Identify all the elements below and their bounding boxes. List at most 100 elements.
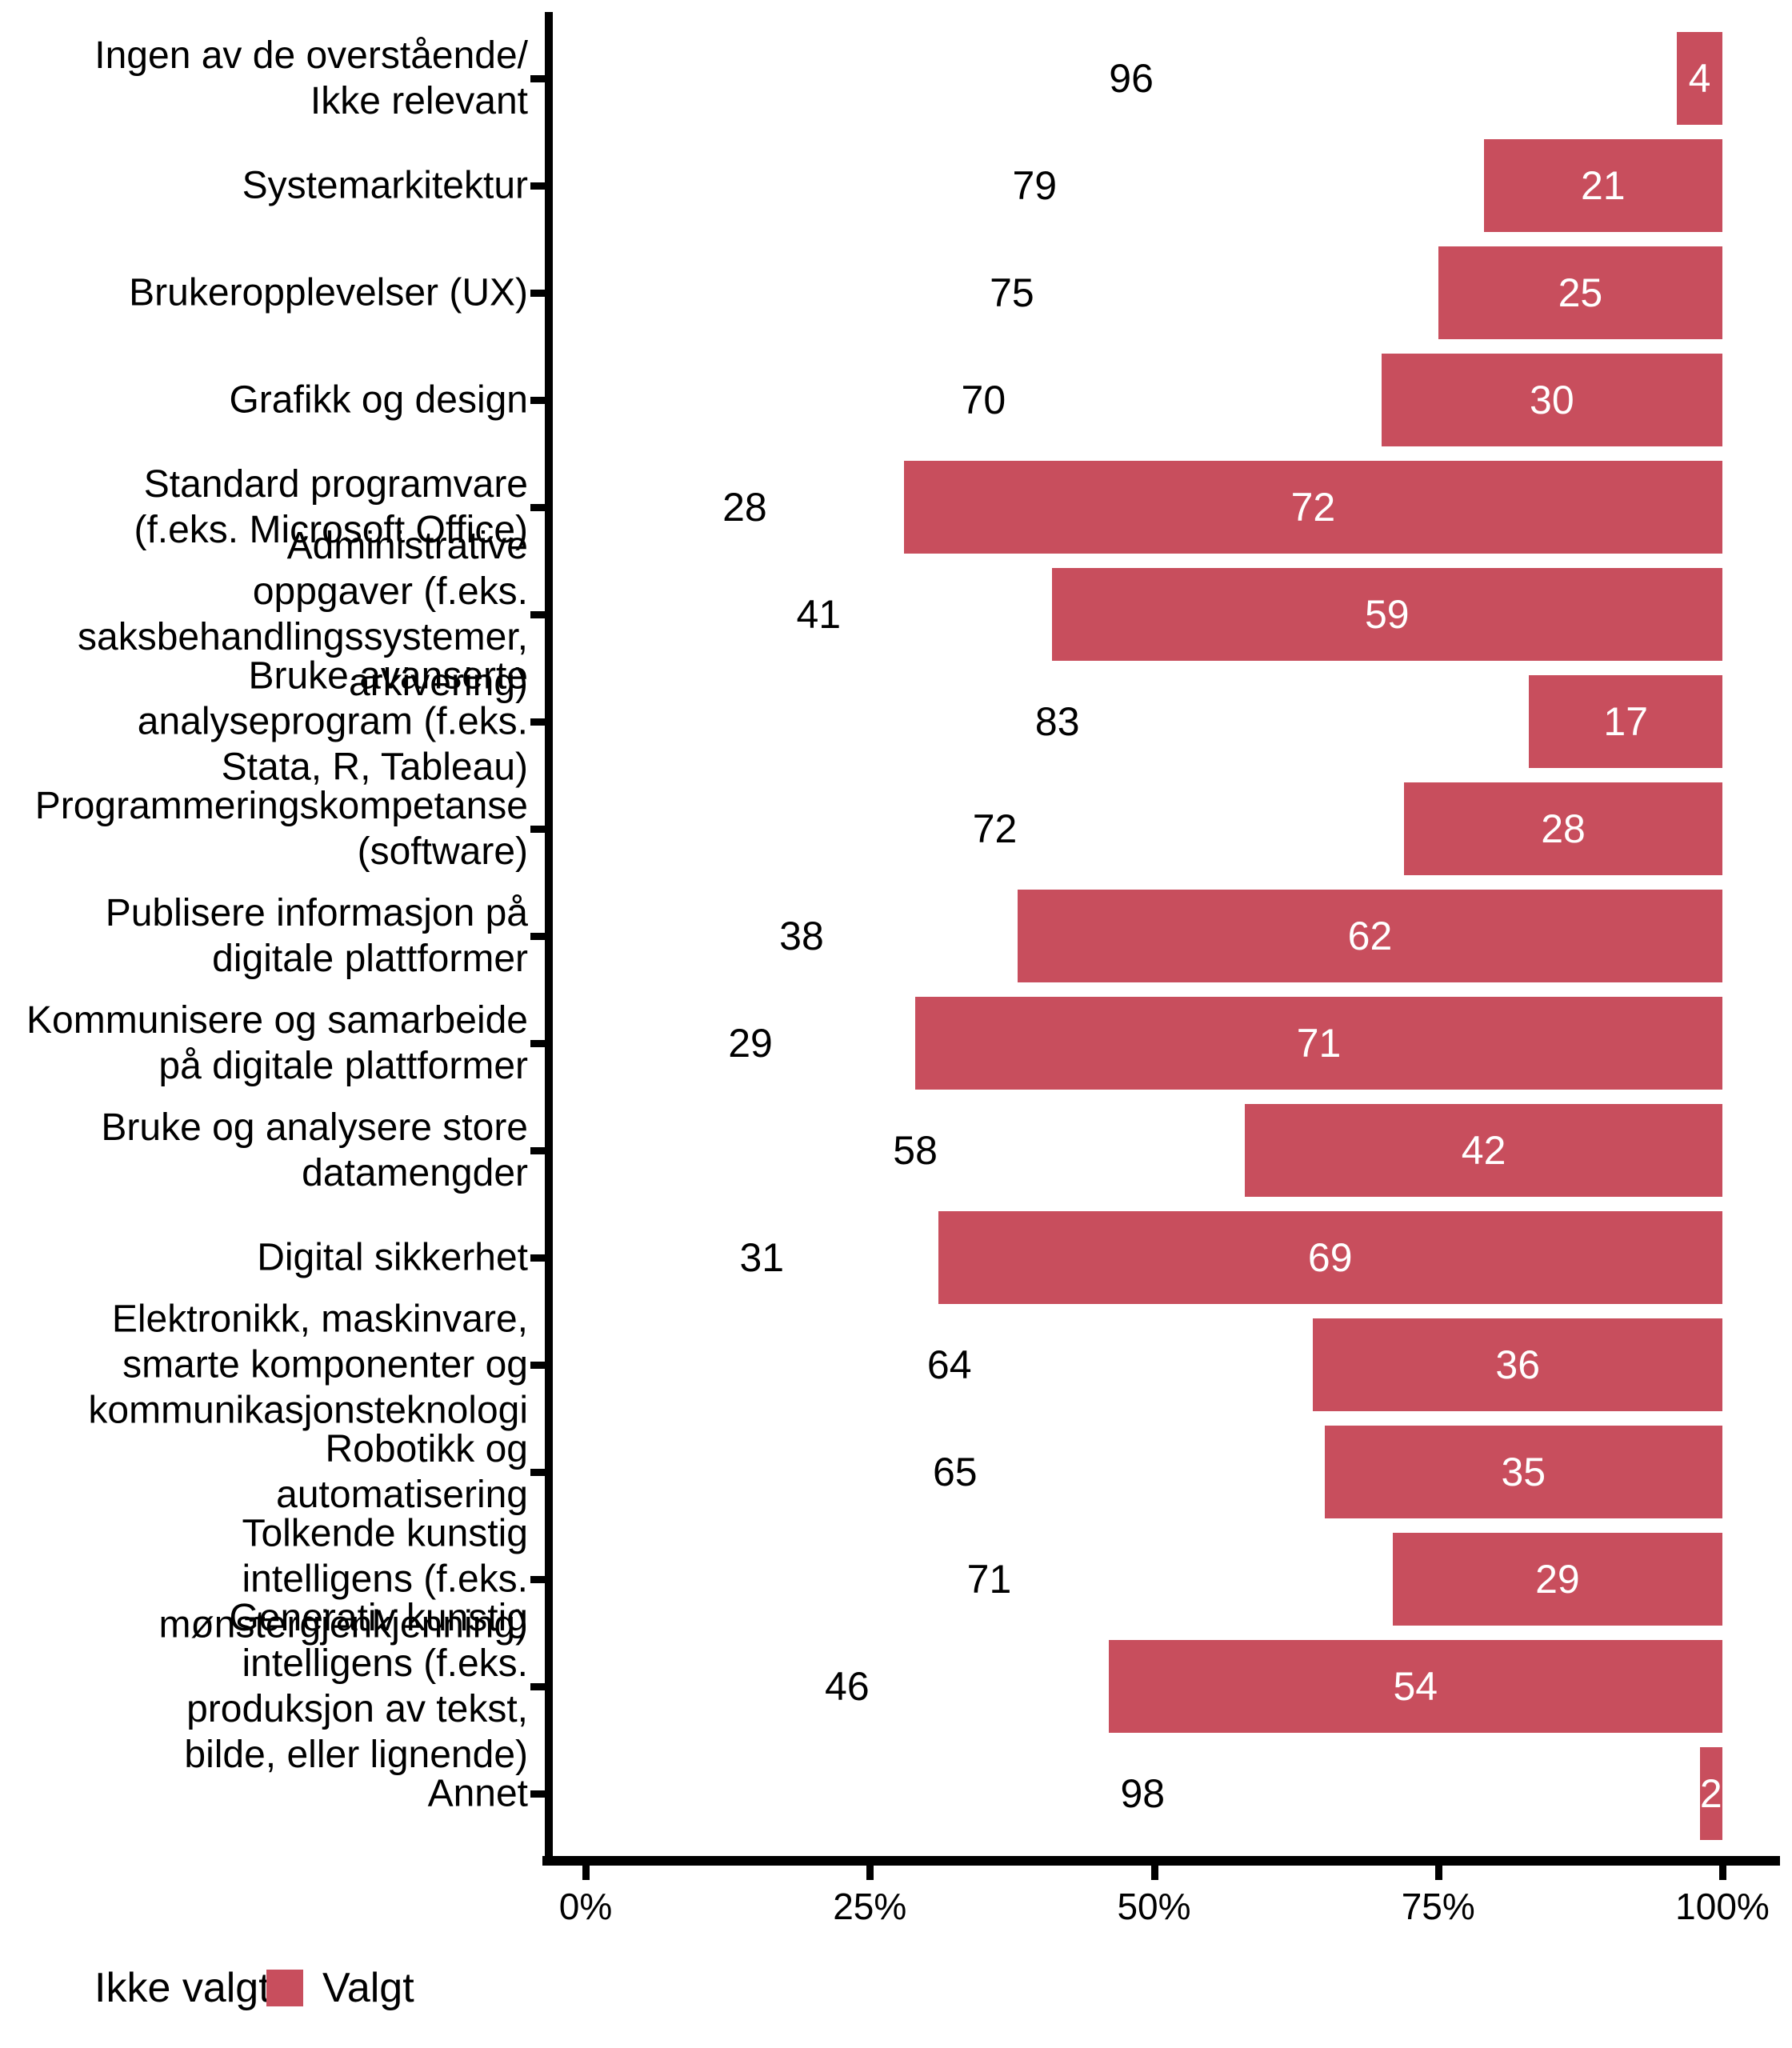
bar-segment-ikke-valgt: 28 <box>586 461 904 554</box>
category-label: Administrative oppgaver (f.eks. saksbehand… <box>78 523 528 706</box>
bar-segment-ikke-valgt: 29 <box>586 997 916 1090</box>
bar-segment-valgt: 59 <box>1051 568 1722 661</box>
bar-segment-valgt: 69 <box>938 1211 1722 1304</box>
category-label-line: Kommunisere og samarbeide <box>26 999 528 1042</box>
category-label: Elektronikk, maskinvare, smarte komponent… <box>88 1297 528 1434</box>
bar-segment-ikke-valgt: 83 <box>586 675 1530 768</box>
category-label-line: Generativ kunstig <box>229 1597 528 1639</box>
y-axis-tick <box>530 1362 546 1369</box>
y-axis-tick <box>530 290 546 297</box>
bar-value-ikke-valgt: 75 <box>990 270 1034 315</box>
y-axis-tick <box>530 1040 546 1047</box>
bar-value-valgt: 69 <box>1307 1235 1353 1280</box>
category-label-line: Tolkende kunstig <box>242 1512 528 1555</box>
x-axis-tick-label: 25% <box>833 1886 907 1927</box>
bar-value-valgt: 35 <box>1501 1450 1546 1494</box>
category-label-line: Digital sikkerhet <box>257 1236 528 1279</box>
bar-segment-ikke-valgt: 79 <box>586 139 1484 232</box>
bar-segment-ikke-valgt: 58 <box>586 1104 1246 1197</box>
bar-segment-ikke-valgt: 64 <box>586 1318 1314 1411</box>
category-label-line: Publisere informasjon på <box>105 892 528 934</box>
x-axis-tick <box>866 1866 874 1880</box>
category-label: Bruke avanserte analyseprogram (f.eks. Sta… <box>138 654 528 790</box>
bar-value-valgt: 21 <box>1580 163 1626 208</box>
category-label-line: Brukeropplevelser (UX) <box>129 271 528 314</box>
bar-segment-valgt: 17 <box>1529 675 1722 768</box>
category-label-line: automatisering <box>276 1474 528 1516</box>
bar-value-valgt: 30 <box>1530 378 1574 422</box>
bar-segment-valgt: 4 <box>1677 32 1722 125</box>
bar-value-valgt: 62 <box>1347 914 1393 958</box>
x-axis-tick <box>1150 1866 1158 1880</box>
bar-value-valgt: 72 <box>1290 485 1336 530</box>
bar-segment-valgt: 29 <box>1392 1533 1722 1626</box>
bar-value-ikke-valgt: 46 <box>825 1664 870 1709</box>
y-axis-line <box>545 12 553 1866</box>
category-label: Robotikk og automatisering <box>276 1426 528 1518</box>
y-axis-tick <box>530 1576 546 1583</box>
category-label-line: Ikke relevant <box>310 80 528 122</box>
category-label: Brukeropplevelser (UX) <box>129 270 528 316</box>
bar-value-valgt: 28 <box>1541 806 1586 851</box>
x-axis-tick-label: 0% <box>558 1886 613 1927</box>
y-axis-tick <box>530 826 546 833</box>
bar-segment-valgt: 21 <box>1483 139 1722 232</box>
bar-segment-valgt: 62 <box>1017 890 1722 982</box>
category-label-line: saksbehandlingssystemer, <box>78 616 528 658</box>
bar-value-ikke-valgt: 83 <box>1034 699 1080 744</box>
bar-segment-valgt: 2 <box>1699 1747 1722 1840</box>
bar-value-ikke-valgt: 64 <box>926 1342 972 1387</box>
category-label-line: oppgaver (f.eks. <box>252 570 528 613</box>
x-axis-tick <box>1434 1866 1442 1880</box>
y-axis-tick <box>530 718 546 726</box>
category-label-line: Grafikk og design <box>229 378 528 422</box>
bar-value-valgt: 17 <box>1603 699 1649 744</box>
category-label: Standard programvare (f.eks. Microsoft Of… <box>134 462 528 553</box>
bar-value-valgt: 29 <box>1535 1557 1580 1602</box>
y-axis-tick <box>530 1469 546 1476</box>
bar-value-ikke-valgt: 70 <box>961 378 1006 422</box>
y-axis-tick <box>530 504 546 511</box>
y-axis-tick <box>530 933 546 940</box>
bar-value-valgt: 42 <box>1461 1128 1506 1173</box>
bar-value-ikke-valgt: 58 <box>893 1128 938 1173</box>
bar-segment-ikke-valgt: 72 <box>586 782 1405 875</box>
category-label-line: Stata, R, Tableau) <box>221 746 528 789</box>
bar-segment-ikke-valgt: 31 <box>586 1211 938 1304</box>
y-axis-tick <box>530 1147 546 1154</box>
y-axis-tick <box>530 397 546 404</box>
category-label-line: på digitale plattformer <box>158 1045 528 1087</box>
bar-value-ikke-valgt: 38 <box>779 914 824 958</box>
category-label-line: produksjon av tekst, <box>186 1688 528 1730</box>
bar-segment-valgt: 36 <box>1313 1318 1722 1411</box>
legend-key-ikke-valgt-swatch <box>38 1970 75 2006</box>
category-label-line: mønstergjenkjenning) <box>158 1603 528 1646</box>
category-label-line: smarte komponenter og <box>122 1343 528 1386</box>
category-label: Tolkende kunstig intelligens (f.eks. mønst… <box>158 1511 528 1648</box>
category-label-line: Ingen av de overstående/ <box>94 34 528 77</box>
x-axis-tick-label: 50% <box>1117 1886 1191 1927</box>
category-label: Ingen av de overstående/Ikke relevant <box>94 33 528 124</box>
bar-value-valgt: 59 <box>1364 592 1410 637</box>
bar-segment-ikke-valgt: 98 <box>586 1747 1700 1840</box>
bar-segment-ikke-valgt: 38 <box>586 890 1018 982</box>
category-label-line: Annet <box>427 1772 528 1815</box>
bar-segment-ikke-valgt: 41 <box>586 568 1052 661</box>
bar-segment-ikke-valgt: 46 <box>586 1640 1109 1733</box>
bar-segment-valgt: 28 <box>1404 782 1722 875</box>
bar-segment-valgt: 35 <box>1324 1426 1722 1518</box>
category-label: Kommunisere og samarbeide på digitale pla… <box>26 998 528 1089</box>
x-axis-tick-label: 100% <box>1675 1886 1770 1927</box>
x-axis-tick-label: 75% <box>1401 1886 1475 1927</box>
bar-value-ikke-valgt: 72 <box>972 806 1018 851</box>
category-label: Annet <box>428 1771 528 1817</box>
y-axis-tick <box>530 75 546 82</box>
category-label-line: bilde, eller lignende) <box>184 1734 528 1776</box>
category-label-line: Standard programvare <box>143 463 528 506</box>
category-label-line: intelligens (f.eks. <box>242 1642 529 1685</box>
bar-segment-valgt: 25 <box>1438 246 1722 339</box>
category-label-line: Elektronikk, maskinvare, <box>111 1298 528 1341</box>
bar-value-ikke-valgt: 79 <box>1012 163 1058 208</box>
legend-key-valgt-swatch <box>266 1970 303 2006</box>
